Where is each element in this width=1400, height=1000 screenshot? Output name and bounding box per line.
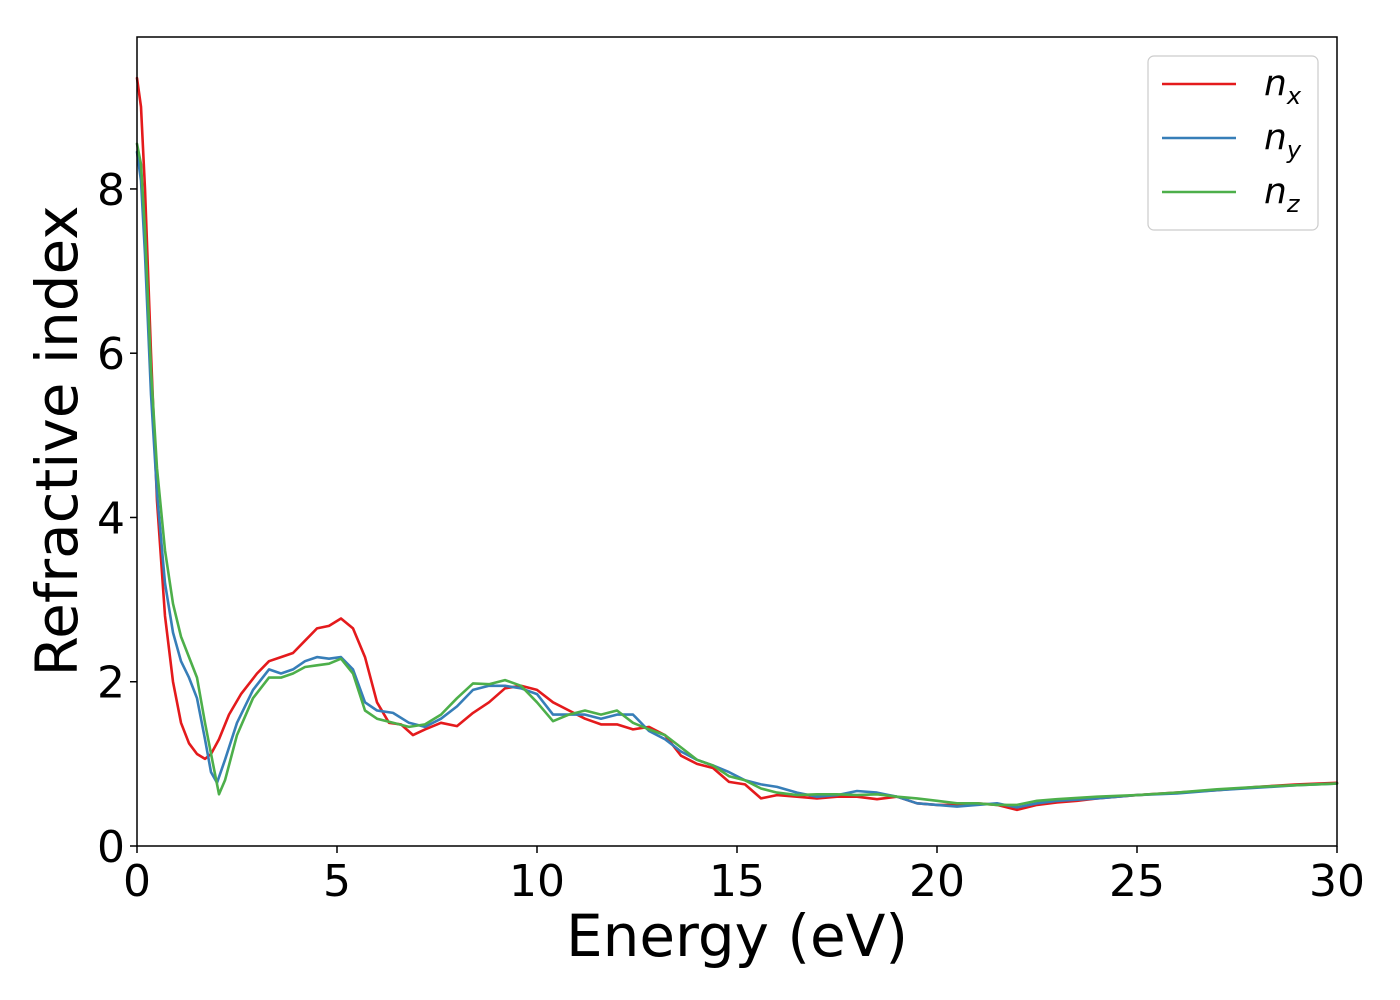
y-tick-label: 4 bbox=[97, 493, 125, 544]
y-tick-label: 8 bbox=[97, 165, 125, 216]
series-line-ny bbox=[135, 150, 1339, 809]
legend-box bbox=[1147, 55, 1319, 231]
legend-label-ny: ny bbox=[1264, 117, 1302, 164]
y-tick-label: 0 bbox=[97, 822, 125, 873]
x-axis-title: Energy (eV) bbox=[566, 902, 908, 970]
series-line-nz bbox=[135, 142, 1339, 807]
y-tick-label: 6 bbox=[97, 329, 125, 380]
plot-lines bbox=[135, 76, 1339, 812]
x-tick-label: 15 bbox=[709, 856, 765, 907]
x-tick-label: 0 bbox=[123, 856, 151, 907]
x-tick-label: 5 bbox=[323, 856, 351, 907]
x-tick-label: 10 bbox=[509, 856, 565, 907]
y-axis-title: Refractive index bbox=[23, 205, 91, 676]
y-axis-ticks: 0 2 4 6 8 bbox=[97, 165, 137, 873]
legend-label-nx: nx bbox=[1264, 63, 1302, 110]
x-tick-label: 20 bbox=[909, 856, 965, 907]
x-tick-label: 30 bbox=[1309, 856, 1365, 907]
x-axis-ticks: 0 5 10 15 20 25 30 bbox=[123, 846, 1365, 907]
x-tick-label: 25 bbox=[1109, 856, 1165, 907]
y-tick-label: 2 bbox=[97, 658, 125, 709]
